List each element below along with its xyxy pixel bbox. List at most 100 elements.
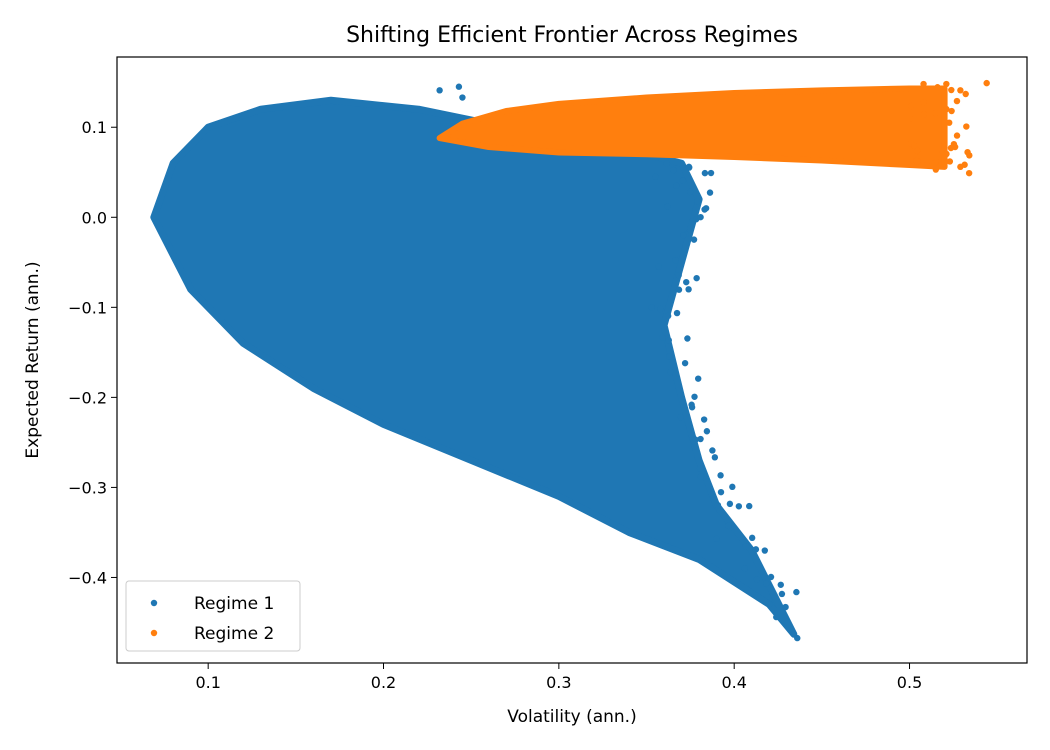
data-point	[673, 309, 681, 317]
data-point	[713, 535, 720, 542]
data-point	[943, 105, 950, 113]
data-point	[702, 205, 710, 212]
data-point	[684, 335, 691, 342]
data-point	[766, 601, 773, 608]
data-point	[692, 436, 699, 443]
data-point	[773, 613, 780, 621]
data-point	[965, 169, 973, 177]
data-point	[675, 271, 682, 279]
data-point	[907, 102, 915, 110]
data-point	[932, 109, 939, 117]
data-point	[686, 188, 694, 196]
data-point	[932, 166, 940, 173]
data-point	[920, 99, 927, 106]
data-point	[700, 416, 708, 423]
y-tick-label: 0.0	[82, 208, 107, 227]
data-point	[983, 79, 990, 87]
legend-label-regime-1: Regime 1	[194, 594, 274, 614]
x-tick-label: 0.1	[195, 673, 220, 692]
data-point	[717, 472, 724, 479]
data-point	[697, 213, 704, 221]
data-point	[953, 97, 961, 105]
data-point	[912, 157, 920, 165]
data-point	[920, 80, 927, 88]
data-point	[752, 546, 760, 553]
data-point	[742, 543, 750, 550]
data-point	[946, 119, 953, 126]
data-point	[761, 547, 768, 554]
data-point	[767, 573, 775, 581]
data-point	[664, 312, 672, 320]
data-point	[685, 163, 693, 171]
y-axis-label: Expected Return (ann.)	[23, 261, 43, 458]
data-point	[913, 147, 921, 154]
x-tick-label: 0.2	[371, 673, 396, 692]
data-point	[679, 177, 686, 184]
legend-box	[125, 580, 301, 652]
data-point	[697, 473, 705, 480]
chart-title: Shifting Efficient Frontier Across Regim…	[346, 23, 798, 48]
data-point	[735, 503, 743, 510]
data-point	[782, 603, 789, 611]
data-point	[911, 142, 918, 149]
data-point	[706, 189, 714, 196]
plot-frame	[116, 56, 1028, 664]
x-tick-label: 0.5	[897, 673, 922, 692]
data-point	[648, 304, 655, 311]
data-point	[943, 150, 950, 158]
data-point	[790, 630, 798, 638]
data-point	[951, 143, 959, 151]
data-point	[677, 413, 684, 421]
data-point	[688, 404, 696, 411]
data-point	[906, 115, 914, 122]
data-point	[778, 590, 786, 598]
data-point	[696, 465, 704, 472]
data-point	[753, 576, 761, 583]
data-point	[663, 160, 671, 167]
data-point	[659, 334, 666, 341]
data-point	[681, 359, 689, 367]
data-point	[657, 305, 664, 313]
plot-area	[150, 79, 990, 642]
y-axis: 0.1 0.0 −0.1 −0.2 −0.3 −0.4	[68, 118, 117, 587]
data-point	[697, 435, 704, 443]
data-point	[711, 454, 719, 461]
series-regime-1	[150, 83, 801, 642]
series-regime-2	[436, 79, 990, 177]
data-point	[748, 534, 756, 542]
data-point	[693, 274, 700, 282]
x-tick-label: 0.4	[721, 673, 746, 692]
data-point	[777, 581, 784, 588]
data-point	[709, 447, 716, 454]
data-point	[695, 375, 702, 382]
data-point	[717, 488, 725, 496]
data-point	[680, 232, 687, 239]
x-axis-label: Volatility (ann.)	[507, 707, 636, 727]
data-point	[946, 158, 954, 165]
legend-marker-regime-1	[150, 599, 158, 607]
data-point	[652, 173, 659, 180]
regime-1-cloud	[150, 96, 798, 638]
data-point	[694, 198, 701, 205]
data-point	[948, 107, 955, 115]
data-point	[703, 428, 711, 435]
y-tick-label: −0.4	[68, 568, 107, 587]
y-tick-label: −0.1	[68, 298, 107, 317]
data-point	[934, 84, 941, 91]
data-point	[675, 286, 683, 293]
data-point	[746, 502, 753, 510]
data-point	[957, 163, 964, 171]
data-point	[714, 501, 722, 509]
data-point	[793, 588, 800, 596]
data-point	[701, 169, 709, 177]
data-point	[436, 87, 443, 94]
data-point	[763, 580, 770, 587]
data-point	[943, 80, 950, 88]
data-point	[920, 111, 928, 118]
y-tick-label: −0.3	[68, 478, 107, 497]
data-point	[957, 87, 964, 94]
data-point	[948, 86, 955, 94]
data-point	[664, 203, 671, 210]
data-point	[666, 353, 673, 360]
